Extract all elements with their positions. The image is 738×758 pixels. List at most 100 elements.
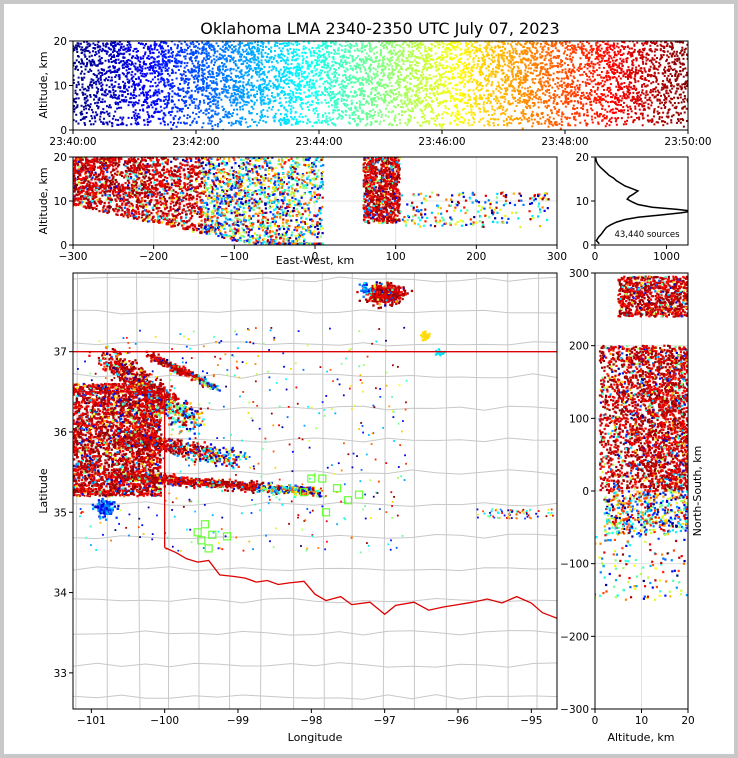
time-source-point (228, 111, 231, 114)
time-source-point (663, 46, 666, 49)
time-source-point (435, 90, 438, 93)
time-source-point (405, 103, 408, 106)
time-source-point (226, 79, 229, 82)
time-source-point (161, 54, 164, 57)
time-source-point (274, 54, 277, 57)
time-source-point (324, 112, 327, 115)
time-source-point (666, 54, 669, 57)
time-source-point (660, 88, 663, 91)
time-source-point (425, 84, 428, 87)
time-source-point (176, 110, 179, 113)
time-source-point (292, 43, 295, 46)
time-source-point (402, 49, 405, 52)
time-source-point (368, 45, 371, 48)
time-source-point (521, 127, 524, 130)
time-source-point (543, 45, 546, 48)
time-source-point (342, 95, 345, 98)
time-source-point (660, 41, 663, 43)
time-source-point (323, 80, 326, 83)
time-source-point (573, 71, 576, 74)
time-source-point (489, 102, 492, 105)
time-source-point (351, 69, 354, 72)
time-source-point (236, 85, 239, 88)
time-source-point (553, 93, 556, 96)
time-source-point (309, 65, 312, 68)
time-source-point (312, 108, 315, 111)
time-source-point (680, 73, 683, 76)
time-source-point (174, 59, 177, 62)
time-source-point (253, 45, 256, 48)
time-source-point (535, 97, 538, 100)
time-source-point (516, 70, 519, 73)
time-source-point (663, 95, 666, 98)
time-source-point (662, 124, 665, 127)
time-source-point (165, 95, 168, 98)
time-source-point (262, 119, 265, 122)
time-source-point (363, 60, 366, 63)
time-source-point (333, 76, 336, 79)
time-source-point (488, 124, 491, 127)
time-source-point (654, 90, 657, 93)
time-source-point (621, 41, 624, 43)
time-source-point (401, 58, 404, 61)
time-source-point (579, 74, 582, 77)
time-source-point (500, 54, 503, 57)
time-source-point (572, 75, 575, 78)
time-source-point (547, 43, 550, 46)
time-source-point (561, 41, 564, 44)
time-source-point (426, 56, 429, 59)
time-source-point (334, 70, 337, 73)
time-source-point (597, 55, 600, 58)
time-source-point (125, 47, 128, 50)
time-source-point (560, 80, 563, 83)
time-source-point (235, 102, 238, 105)
time-source-point (101, 47, 104, 50)
time-source-point (650, 82, 653, 85)
time-source-point (497, 85, 500, 88)
time-source-point (556, 66, 559, 69)
time-source-point (396, 87, 399, 90)
time-source-point (326, 91, 329, 94)
time-source-point (533, 82, 536, 85)
time-source-point (579, 41, 582, 44)
time-source-point (116, 97, 119, 100)
time-source-point (130, 123, 133, 126)
time-source-point (182, 73, 185, 76)
time-source-point (656, 110, 659, 113)
time-source-point (339, 114, 342, 117)
time-source-point (631, 99, 634, 102)
time-source-point (685, 80, 688, 83)
time-source-point (201, 47, 204, 50)
time-source-point (73, 108, 76, 111)
time-source-point (145, 43, 148, 46)
time-source-point (456, 109, 459, 112)
time-source-point (524, 113, 527, 116)
time-source-point (107, 46, 110, 49)
time-source-point (179, 121, 182, 124)
time-source-point (290, 110, 293, 113)
time-source-point (667, 74, 670, 77)
time-source-point (234, 93, 237, 96)
time-source-point (524, 92, 527, 95)
time-source-point (194, 74, 197, 77)
time-source-point (110, 76, 113, 79)
time-source-point (192, 76, 195, 79)
time-source-point (554, 95, 557, 98)
time-source-point (661, 116, 664, 119)
time-source-point (510, 118, 513, 121)
time-source-point (441, 113, 444, 116)
time-source-point (679, 69, 682, 72)
time-source-point (463, 67, 466, 70)
time-source-point (444, 107, 447, 110)
time-source-point (240, 98, 243, 101)
time-source-point (157, 62, 160, 65)
time-source-point (208, 69, 211, 72)
time-source-point (271, 105, 274, 108)
time-source-point (484, 78, 487, 81)
time-source-point (634, 81, 637, 84)
time-source-point (388, 72, 391, 75)
time-source-point (183, 66, 186, 69)
time-source-point (346, 103, 349, 106)
time-source-point (114, 118, 117, 121)
time-source-point (682, 75, 685, 78)
